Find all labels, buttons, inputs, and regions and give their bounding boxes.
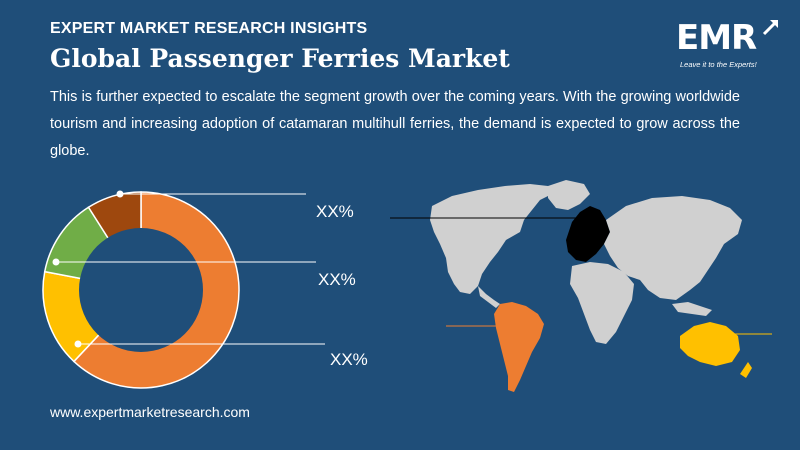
pct-label-2: XX%: [318, 270, 356, 289]
description-text: This is further expected to escalate the…: [50, 89, 740, 159]
map-australia: [680, 322, 740, 366]
map-europe: [566, 206, 610, 262]
map-greenland: [548, 180, 590, 210]
leader-dot: [116, 190, 124, 198]
trend-arrow-icon: [762, 20, 778, 36]
map-north-america: [430, 184, 552, 294]
world-map: [390, 180, 772, 392]
map-new-zealand: [740, 362, 752, 378]
map-asia: [604, 196, 742, 300]
map-central-america: [478, 286, 500, 308]
pct-label-1: XX%: [316, 202, 354, 221]
logo-text: EMR: [676, 18, 757, 58]
map-africa: [570, 262, 634, 344]
emr-logo: EMR Leave it to the Experts!: [676, 16, 784, 76]
leader-dot: [52, 258, 60, 266]
logo-tagline: Leave it to the Experts!: [680, 60, 757, 69]
map-south-america: [494, 302, 544, 392]
donut-hole: [79, 228, 203, 352]
page-title: Global Passenger Ferries Market: [50, 44, 510, 73]
leader-lines: [52, 190, 325, 348]
pct-label-3: XX%: [330, 350, 368, 369]
map-southeast-asia: [672, 302, 712, 316]
footer-url: www.expertmarketresearch.com: [50, 404, 250, 420]
leader-dot: [74, 340, 82, 348]
kicker-text: EXPERT MARKET RESEARCH INSIGHTS: [50, 20, 368, 37]
